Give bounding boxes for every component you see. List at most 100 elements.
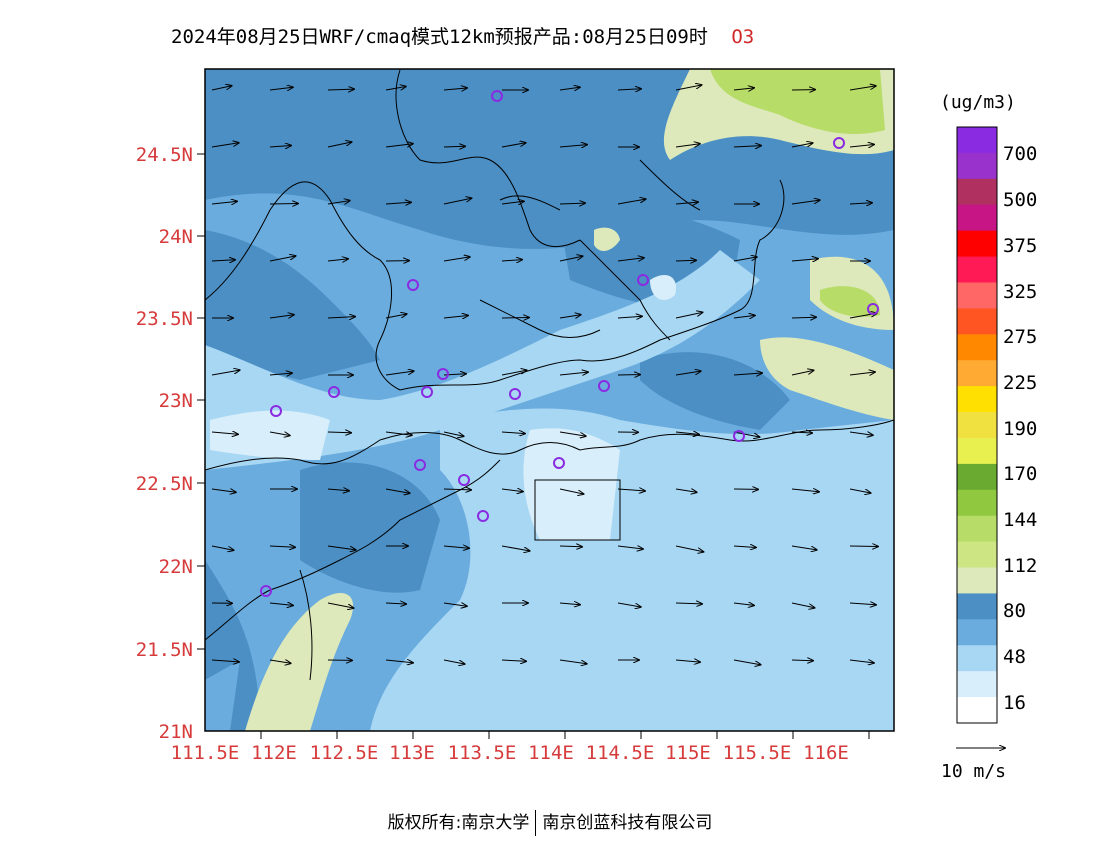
wind-vector (733, 373, 762, 375)
lat-label: 22.5N (136, 473, 193, 495)
wind-vector (501, 260, 522, 261)
legend-label: 225 (1003, 372, 1037, 394)
wind-vector (849, 488, 871, 493)
legend-swatch (957, 567, 997, 594)
legend-label: 144 (1003, 509, 1037, 531)
wind-vector (559, 203, 585, 204)
wind-vector (269, 87, 293, 90)
legend-swatch (957, 697, 997, 724)
wind-vector (559, 488, 584, 494)
lat-label: 22N (159, 556, 193, 578)
wind-vector (733, 146, 761, 147)
wind-vector (443, 603, 467, 606)
wind-vector (675, 144, 700, 147)
legend-label: 190 (1003, 418, 1037, 440)
map-title-species: O3 (731, 26, 754, 48)
legend-swatch (957, 671, 997, 698)
map-title: 2024年08月25日WRF/cmaq模式12km预报产品:08月25日09时 … (171, 26, 754, 48)
lat-label: 24N (159, 226, 193, 248)
longitude-axis: 111.5E 112E 112.5E 113E 113.5E 114E 114.… (171, 731, 870, 764)
legend-swatch (957, 256, 997, 283)
wind-vector (617, 602, 641, 607)
lon-label: 115E (665, 742, 711, 764)
legend-swatch (957, 204, 997, 232)
lon-label: 113E (389, 742, 435, 764)
wind-vector (559, 256, 583, 262)
concentration-field (205, 69, 894, 731)
lon-label: 111.5E (171, 742, 240, 764)
wind-vector (675, 603, 702, 604)
wind-vector (501, 370, 527, 376)
wind-vector (559, 315, 581, 318)
latitude-axis: 24.5N 24N 23.5N 23N 22.5N 22N 21.5N 21N (136, 144, 205, 743)
wind-vector (675, 660, 700, 662)
wind-vector (269, 546, 295, 547)
wind-vector (559, 603, 580, 605)
wind-vector (501, 201, 524, 204)
station-marker (867, 303, 879, 315)
wind-vector (617, 489, 645, 491)
legend-label: 80 (1003, 600, 1026, 622)
wind-vector (617, 316, 642, 318)
lon-label: 112.5E (310, 742, 379, 764)
wind-vector (327, 489, 349, 491)
wind-vector (385, 314, 407, 319)
wind-vector (385, 488, 410, 493)
wind-vector (791, 143, 813, 148)
wind-vector (733, 546, 756, 548)
wind-vector (211, 86, 232, 91)
wind-vector (327, 201, 350, 205)
wind-vector (733, 659, 761, 665)
wind-vector (385, 144, 413, 148)
wind-vector (443, 659, 465, 664)
wind-vector (211, 370, 240, 376)
wind-vector (327, 259, 348, 261)
wind-vector (733, 603, 754, 605)
wind-vector (269, 315, 294, 318)
station-marker (509, 388, 521, 400)
station-marker (414, 459, 426, 471)
wind-vector (211, 660, 239, 662)
wind-vector (327, 142, 352, 148)
lat-label: 21N (159, 721, 193, 743)
wind-vector (385, 202, 411, 204)
legend-label: 325 (1003, 281, 1037, 303)
legend-label: 500 (1003, 189, 1037, 211)
wind-vector (559, 546, 582, 547)
wind-vector (327, 317, 355, 318)
wind-vector (211, 489, 236, 492)
legend-swatch (957, 360, 997, 387)
copyright-left: 版权所有:南京大学 (387, 813, 530, 833)
wind-vector (443, 88, 467, 90)
wind-vector (791, 432, 812, 433)
wind-vector (617, 258, 644, 261)
wind-vector (791, 545, 817, 550)
wind-vector (559, 431, 586, 436)
wind-vector (269, 432, 290, 436)
legend-swatch (957, 437, 997, 465)
wind-vector-field (211, 85, 878, 665)
wind-vector (443, 146, 465, 147)
wind-vector (211, 432, 238, 434)
wind-vector (559, 87, 580, 90)
legend-labels: 700 500 375 325 275 225 190 170 144 112 … (1003, 143, 1037, 714)
wind-vector (849, 660, 874, 663)
wind-vector (617, 89, 641, 90)
wind-vector (559, 659, 587, 664)
wind-vector (733, 88, 754, 90)
legend-label: 275 (1003, 326, 1037, 348)
copyright-footer: 版权所有:南京大学 南京创蓝科技有限公司 (0, 808, 1100, 836)
color-legend (956, 126, 998, 724)
wind-vector (849, 145, 874, 148)
legend-swatch (957, 463, 997, 491)
wind-vector (443, 489, 471, 490)
station-marker (553, 457, 565, 469)
wind-vector (559, 145, 587, 147)
wind-vector (327, 602, 354, 608)
wind-vector (443, 198, 471, 205)
lon-label: 116E (803, 742, 849, 764)
wind-vector (501, 545, 530, 551)
legend-label: 112 (1003, 555, 1037, 577)
station-marker (328, 386, 340, 398)
